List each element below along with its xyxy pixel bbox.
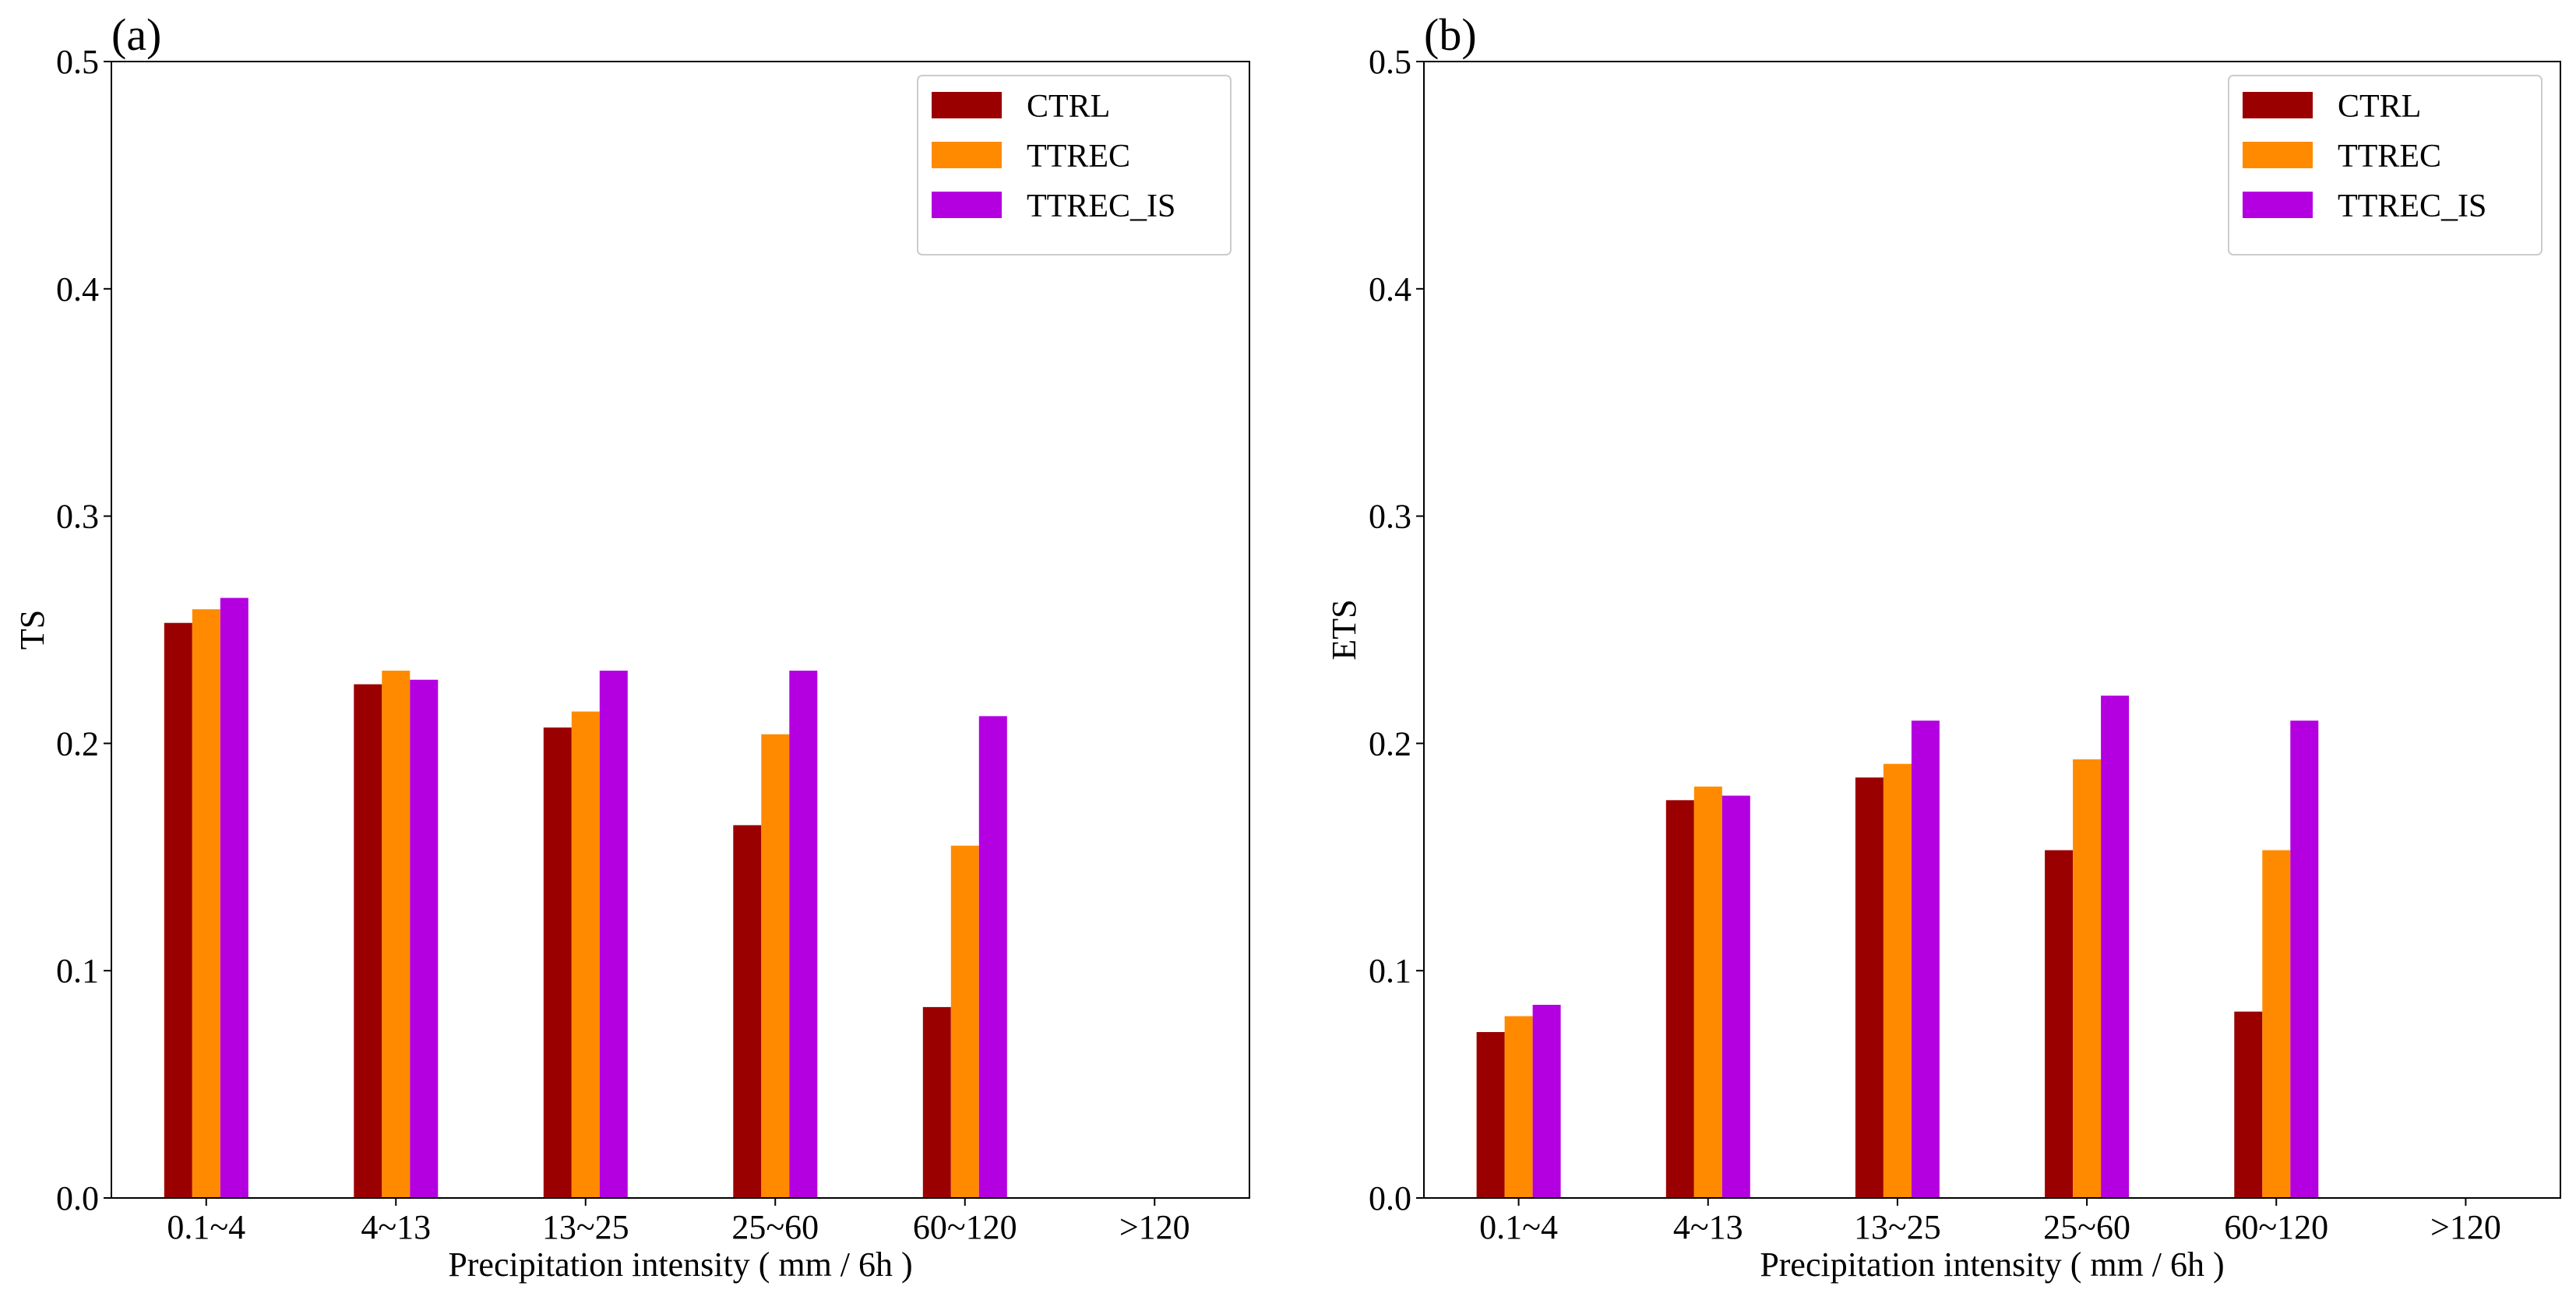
legend-swatch-ttrec-is — [932, 192, 1002, 218]
legend-label-ctrl: CTRL — [2338, 89, 2421, 125]
bar-ttrec-1 — [1693, 786, 1722, 1198]
bar-ctrl-4 — [2234, 1011, 2263, 1198]
series-ttrec-is — [1532, 696, 2319, 1198]
bar-ttrec-is-4 — [2290, 720, 2319, 1198]
legend: CTRL TTREC TTREC_IS — [917, 75, 1232, 255]
bar-ttrec-is-1 — [410, 679, 439, 1198]
y-axis-label: TS — [13, 610, 51, 650]
panel-label: (b) — [1424, 9, 1477, 60]
bar-ttrec-4 — [950, 845, 979, 1198]
y-tick-label: 0.1 — [1369, 952, 1411, 990]
bar-ttrec-0 — [192, 609, 220, 1198]
series-ttrec — [192, 609, 979, 1198]
plot-frame — [111, 61, 1250, 1199]
bar-ctrl-3 — [733, 825, 762, 1198]
bar-ttrec-is-3 — [789, 671, 818, 1198]
bar-ttrec-0 — [1504, 1016, 1533, 1198]
bar-ctrl-0 — [1476, 1032, 1505, 1198]
bar-ttrec-4 — [2262, 850, 2291, 1198]
bar-ttrec-is-2 — [599, 671, 628, 1198]
panel-a: 0.0 0.1 0.2 0.3 0.4 0.5 0.1~4 4~13 13~25 25~60 60~… — [13, 9, 1250, 1284]
x-tick-label: 13~25 — [542, 1208, 629, 1246]
series-ttrec — [1504, 759, 2291, 1198]
bar-ttrec-is-0 — [220, 597, 248, 1198]
bar-ttrec-is-4 — [978, 716, 1007, 1198]
bar-ctrl-1 — [354, 684, 382, 1198]
bar-ttrec-2 — [1883, 763, 1912, 1198]
plot-frame — [1423, 61, 2561, 1199]
bar-ttrec-3 — [761, 734, 790, 1198]
x-tick-label: 4~13 — [1673, 1208, 1743, 1246]
x-axis-label: Precipitation intensity ( mm / 6h ) — [1760, 1245, 2224, 1284]
legend-swatch-ctrl — [932, 92, 1002, 118]
bar-ttrec-is-2 — [1911, 720, 1940, 1198]
x-tick-label: >120 — [1119, 1208, 1190, 1246]
y-tick-label: 0.5 — [1369, 43, 1411, 81]
y-tick-label: 0.2 — [56, 724, 99, 763]
x-axis-label: Precipitation intensity ( mm / 6h ) — [448, 1245, 912, 1284]
panel-label: (a) — [111, 9, 161, 60]
bar-ttrec-2 — [571, 711, 600, 1198]
panel-b: 0.0 0.1 0.2 0.3 0.4 0.5 0.1~4 4~13 13~25 25~60 60~… — [1325, 9, 2561, 1284]
bar-ttrec-is-0 — [1532, 1005, 1561, 1198]
y-tick-label: 0.3 — [1369, 498, 1411, 536]
y-tick-label: 0.2 — [1369, 724, 1411, 763]
x-tick-label: 25~60 — [2043, 1208, 2130, 1246]
bar-ctrl-1 — [1665, 800, 1694, 1198]
x-tick-label: >120 — [2430, 1208, 2501, 1246]
legend-label-ttrec-is: TTREC_IS — [2338, 188, 2486, 224]
y-tick-label: 0.4 — [56, 270, 99, 308]
legend-swatch-ttrec-is — [2243, 192, 2313, 218]
legend-swatch-ctrl — [2243, 92, 2313, 118]
y-tick-label: 0.0 — [56, 1179, 99, 1217]
x-tick-label: 13~25 — [1854, 1208, 1941, 1246]
x-tick-label: 0.1~4 — [167, 1208, 245, 1246]
series-ttrec-is — [220, 597, 1007, 1198]
y-tick-label: 0.1 — [56, 952, 99, 990]
bar-ttrec-is-3 — [2101, 696, 2130, 1198]
x-tick-label: 25~60 — [731, 1208, 819, 1246]
legend-swatch-ttrec — [2243, 142, 2313, 168]
legend-label-ttrec: TTREC — [2338, 139, 2441, 174]
bar-ctrl-2 — [543, 728, 572, 1198]
legend-label-ttrec-is: TTREC_IS — [1027, 188, 1175, 224]
x-tick-label: 4~13 — [361, 1208, 431, 1246]
legend-swatch-ttrec — [932, 142, 1002, 168]
bar-ttrec-is-1 — [1721, 795, 1750, 1198]
series-ctrl — [1476, 777, 2263, 1198]
legend-label-ctrl: CTRL — [1027, 89, 1110, 125]
y-axis-label: ETS — [1325, 599, 1363, 660]
bar-ctrl-2 — [1855, 777, 1884, 1198]
legend: CTRL TTREC TTREC_IS — [2228, 75, 2543, 255]
x-tick-label: 60~120 — [2224, 1208, 2328, 1246]
bar-ttrec-3 — [2073, 759, 2102, 1198]
bar-ctrl-0 — [164, 622, 192, 1198]
y-tick-label: 0.5 — [56, 43, 99, 81]
bar-ctrl-3 — [2045, 850, 2074, 1198]
y-tick-label: 0.0 — [1369, 1179, 1411, 1217]
x-tick-label: 60~120 — [913, 1208, 1017, 1246]
legend-label-ttrec: TTREC — [1027, 139, 1130, 174]
bar-ttrec-1 — [382, 671, 411, 1198]
series-ctrl — [164, 622, 951, 1198]
bar-ctrl-4 — [922, 1006, 951, 1198]
y-tick-label: 0.3 — [56, 498, 99, 536]
y-tick-label: 0.4 — [1369, 270, 1411, 308]
x-tick-label: 0.1~4 — [1479, 1208, 1558, 1246]
